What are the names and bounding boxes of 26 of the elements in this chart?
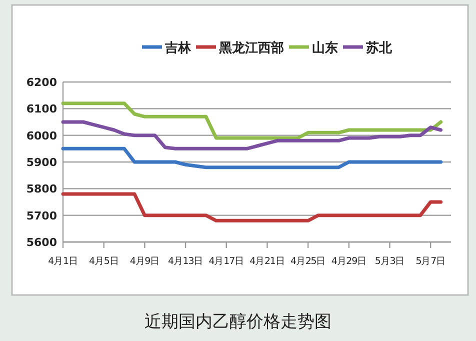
legend-label: 黑龙江西部 [218,40,284,56]
y-tick-label: 6100 [26,102,58,116]
text: 近期国内乙醇价格走势图 [144,312,332,332]
y-tick-label: 6200 [26,76,58,89]
legend-label: 山东 [312,40,338,56]
x-tick-label: 4月29日 [331,256,366,267]
y-tick-label: 5600 [26,236,58,249]
x-tick-label: 4月9日 [130,256,160,267]
line-series [61,102,443,140]
line-series [61,146,443,170]
legend-label: 苏北 [365,41,393,56]
x-tick-label: 4月25日 [290,256,326,267]
x-tick-label: 4月21日 [250,256,285,267]
y-tick-label: 5900 [26,156,58,169]
y-tick-label: 5800 [26,182,58,196]
x-tick-label: 5月7日 [416,256,446,267]
x-tick-label: 5月3日 [374,256,405,267]
line-series [61,192,443,222]
x-tick-label: 4月13日 [168,256,204,267]
x-tick-label: 4月17日 [208,256,244,267]
legend-label: 吉林 [164,41,192,56]
x-tick-label: 4月5日 [88,256,119,267]
y-tick-label: 5700 [26,209,58,222]
y-tick-label: 6000 [26,129,58,142]
x-tick-label: 4月1日 [48,256,78,267]
line-series [61,120,443,150]
